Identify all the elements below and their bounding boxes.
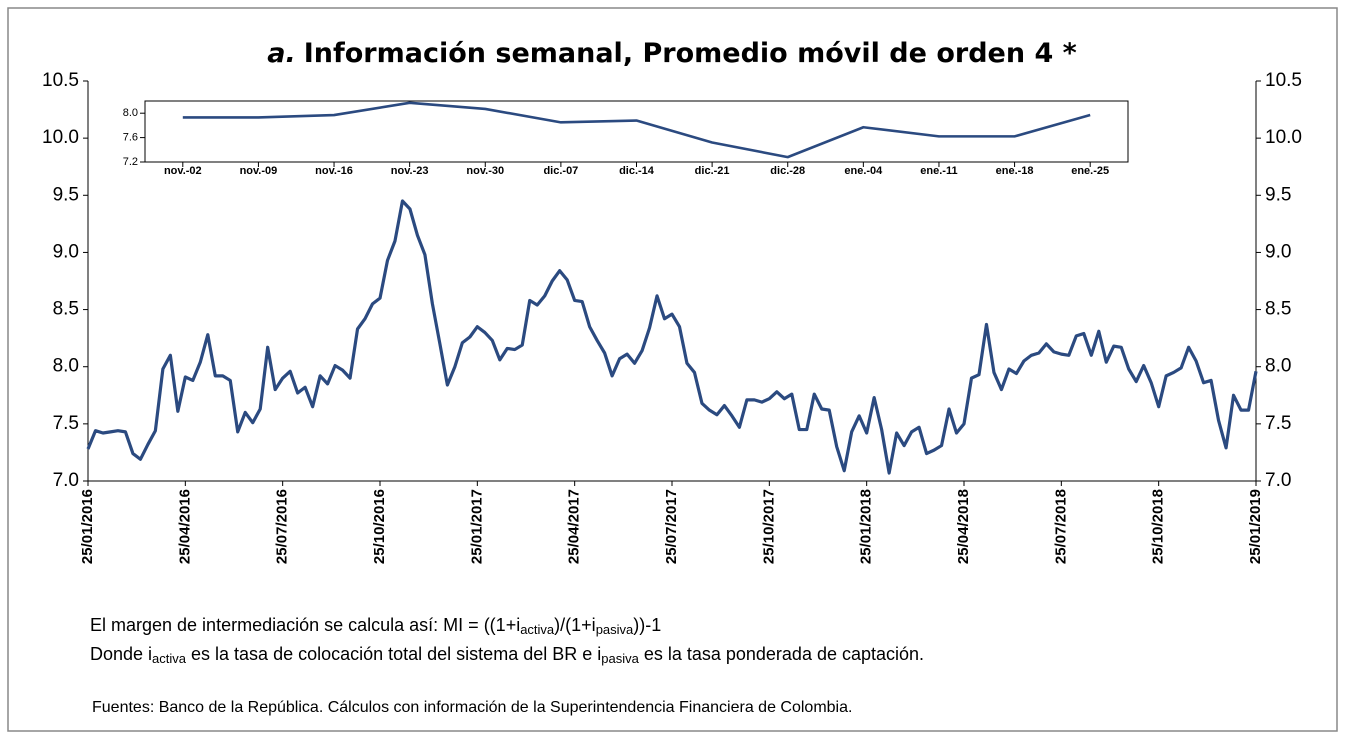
x-tick-label: 25/01/2017: [468, 489, 485, 564]
x-tick-label: ene.-18: [996, 165, 1034, 177]
x-tick-label: dic.-28: [770, 165, 805, 177]
note-part: es la tasa ponderada de captación.: [639, 644, 924, 664]
source: Fuentes: Banco de la República. Cálculos…: [92, 699, 852, 716]
y-tick-label: 7.2: [123, 156, 138, 168]
y-tick-label: 7.0: [53, 470, 79, 491]
y-tick-label: 8.0: [53, 356, 79, 377]
title-label: a.: [267, 38, 295, 69]
series-line: [86, 199, 1258, 475]
y2-tick-label: 9.5: [1265, 184, 1291, 205]
note-sub: pasiva: [601, 651, 639, 666]
x-tick-label: nov.-30: [466, 165, 504, 177]
x-tick-label: 25/07/2016: [274, 489, 291, 564]
x-tick-label: ene.-11: [920, 165, 957, 177]
y2-tick-label: 7.5: [1265, 413, 1291, 434]
note-2: Donde iactiva es la tasa de colocación t…: [90, 644, 924, 667]
x-tick-label: 25/10/2017: [760, 489, 777, 564]
y2-tick-label: 8.5: [1265, 299, 1291, 320]
y-tick-label: 10.0: [42, 127, 79, 148]
y-tick-label: 7.6: [123, 132, 138, 144]
y-tick-label: 8.5: [53, 299, 79, 320]
x-tick-label: 25/01/2019: [1247, 489, 1264, 564]
y2-tick-label: 7.0: [1265, 470, 1291, 491]
y-tick-label: 8.0: [123, 107, 138, 119]
x-tick-label: 25/10/2018: [1150, 489, 1167, 564]
x-tick-label: ene.-25: [1071, 165, 1109, 177]
title-text: Información semanal, Promedio móvil de o…: [304, 38, 1077, 69]
x-tick-label: ene.-04: [844, 165, 883, 177]
x-tick-label: nov.-16: [315, 165, 353, 177]
x-tick-label: 25/01/2018: [858, 489, 875, 564]
x-tick-label: 25/04/2018: [955, 489, 972, 564]
y2-tick-label: 8.0: [1265, 356, 1291, 377]
inset-plot: [144, 100, 1129, 163]
y-tick-label: 10.5: [42, 70, 79, 91]
x-tick-label: 25/07/2017: [663, 489, 680, 564]
x-tick-label: nov.-09: [240, 165, 278, 177]
x-tick-label: 25/10/2016: [371, 489, 388, 564]
y-tick-label: 7.5: [53, 413, 79, 434]
note-sub: activa: [520, 622, 555, 637]
x-tick-label: nov.-02: [164, 165, 202, 177]
y2-tick-label: 10.5: [1265, 70, 1302, 91]
x-tick-label: 25/04/2016: [176, 489, 193, 564]
note-part: Donde i: [90, 644, 152, 664]
note-part: es la tasa de colocación total del siste…: [186, 644, 601, 664]
note-1: El margen de intermediación se calcula a…: [90, 615, 661, 638]
note-part: El margen de intermediación se calcula a…: [90, 615, 520, 635]
y-tick-label: 9.0: [53, 241, 79, 262]
note-sub: pasiva: [596, 622, 634, 637]
x-tick-label: nov.-23: [391, 165, 429, 177]
x-tick-label: 25/01/2016: [79, 489, 96, 564]
note-part: ))-1: [633, 615, 661, 635]
x-tick-label: 25/07/2018: [1052, 489, 1069, 564]
x-tick-label: dic.-14: [619, 165, 655, 177]
y-tick-label: 9.5: [53, 184, 79, 205]
note-sub: activa: [152, 651, 187, 666]
note-part: )/(1+i: [554, 615, 596, 635]
x-tick-label: dic.-21: [695, 165, 730, 177]
series-line: [182, 101, 1091, 159]
x-tick-label: dic.-07: [543, 165, 578, 177]
y2-tick-label: 9.0: [1265, 241, 1291, 262]
y2-tick-label: 10.0: [1265, 127, 1302, 148]
chart-title: a. Información semanal, Promedio móvil de…: [267, 38, 1077, 69]
x-tick-label: 25/04/2017: [566, 489, 583, 564]
